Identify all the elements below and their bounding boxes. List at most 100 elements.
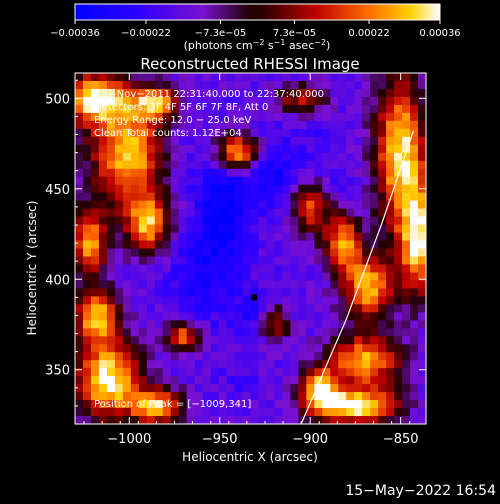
heatmap-cell	[186, 400, 196, 409]
heatmap-cell	[314, 256, 323, 265]
heatmap-cell	[138, 304, 148, 313]
heatmap-cell	[386, 360, 395, 369]
heatmap-cell	[322, 208, 331, 217]
heatmap-cell	[378, 296, 387, 305]
heatmap-cell	[138, 120, 148, 130]
heatmap-cell	[138, 416, 148, 424]
heatmap-cell	[250, 136, 259, 146]
heatmap-cell	[250, 192, 259, 202]
heatmap-cell	[114, 216, 124, 225]
heatmap-cell	[346, 312, 355, 321]
solar-limb-line	[300, 130, 414, 424]
heatmap-cell	[242, 104, 251, 114]
heatmap-cell	[82, 200, 92, 210]
heatmap-cell	[194, 280, 204, 289]
heatmap-cell	[274, 176, 283, 186]
heatmap-cell	[258, 184, 267, 194]
heatmap-cell	[210, 168, 219, 178]
heatmap-cell	[362, 344, 371, 353]
heatmap-cell	[314, 368, 323, 377]
heatmap-cell	[138, 208, 148, 217]
heatmap-cell	[106, 328, 116, 337]
heatmap-cell	[106, 392, 116, 401]
heatmap-cell	[98, 120, 108, 130]
heatmap-cell	[298, 272, 307, 281]
heatmap-cell	[386, 240, 395, 249]
heatmap-cell	[75, 384, 84, 393]
heatmap-cell	[130, 264, 140, 273]
heatmap-cell	[250, 248, 259, 257]
heatmap-cell	[82, 96, 92, 106]
heatmap-cell	[202, 408, 212, 417]
heatmap-cell	[234, 240, 243, 249]
heatmap-cell	[298, 400, 307, 409]
heatmap-cell	[162, 104, 172, 114]
heatmap-cell	[210, 144, 219, 154]
heatmap-cell	[194, 168, 204, 178]
heatmap-cell	[75, 256, 84, 265]
heatmap-cell	[202, 304, 212, 313]
y-axis-label: Heliocentric Y (arcsec)	[25, 201, 39, 336]
heatmap-cell	[290, 176, 299, 186]
heatmap-cell	[98, 408, 108, 417]
heatmap-cell	[202, 80, 212, 90]
heatmap-cell	[410, 408, 419, 417]
heatmap-cell	[178, 272, 188, 281]
heatmap-cell	[154, 272, 164, 281]
heatmap-cell	[410, 368, 419, 377]
heatmap-cell	[242, 376, 251, 385]
heatmap-cell	[154, 240, 164, 249]
heatmap-cell	[130, 104, 140, 114]
heatmap-cell	[250, 73, 259, 82]
heatmap-cell	[106, 280, 116, 289]
heatmap-cell	[290, 120, 299, 130]
info-time-range: 1−Nov−2011 22:31:40.000 to 22:37:40.000	[102, 89, 324, 100]
heatmap-cell	[250, 200, 259, 210]
heatmap-cell	[322, 336, 331, 345]
heatmap-cell	[282, 272, 291, 281]
heatmap-cell	[410, 192, 419, 202]
heatmap-cell	[154, 360, 164, 369]
heatmap-cell	[394, 280, 403, 289]
heatmap-cell	[178, 73, 188, 82]
heatmap-cell	[106, 416, 116, 424]
heatmap-cell	[218, 168, 227, 178]
heatmap-cell	[75, 352, 84, 361]
heatmap-cell	[194, 73, 204, 82]
heatmap-cell	[298, 88, 307, 98]
heatmap-cell	[386, 280, 395, 289]
heatmap-cell	[154, 120, 164, 130]
heatmap-cell	[82, 272, 92, 281]
heatmap-cell	[154, 176, 164, 186]
heatmap-cell	[98, 248, 108, 257]
heatmap-cell	[346, 328, 355, 337]
heatmap-cell	[258, 288, 267, 297]
heatmap-cell	[98, 73, 108, 82]
heatmap-cell	[354, 304, 363, 313]
heatmap-cell	[130, 320, 140, 329]
heatmap-cell	[250, 168, 259, 178]
heatmap-cell	[186, 248, 196, 257]
heatmap-cell	[274, 232, 283, 241]
heatmap-cell	[146, 240, 156, 249]
heatmap-cell	[250, 416, 259, 424]
heatmap-cell	[210, 368, 219, 377]
heatmap-cell	[138, 128, 148, 138]
heatmap-cell	[298, 192, 307, 202]
heatmap-cell	[106, 104, 116, 114]
heatmap-cell	[322, 320, 331, 329]
heatmap-cell	[90, 344, 100, 353]
heatmap-cell	[402, 272, 411, 281]
heatmap-cell	[75, 320, 84, 329]
heatmap-cell	[418, 248, 426, 257]
heatmap-cell	[210, 264, 219, 273]
heatmap-cell	[282, 392, 291, 401]
heatmap-cell	[378, 240, 387, 249]
heatmap-cell	[178, 160, 188, 170]
heatmap-cell	[330, 184, 339, 194]
heatmap-cell	[154, 392, 164, 401]
heatmap-cell	[386, 88, 395, 98]
heatmap-cell	[98, 336, 108, 345]
heatmap-cell	[242, 232, 251, 241]
heatmap-cell	[290, 352, 299, 361]
